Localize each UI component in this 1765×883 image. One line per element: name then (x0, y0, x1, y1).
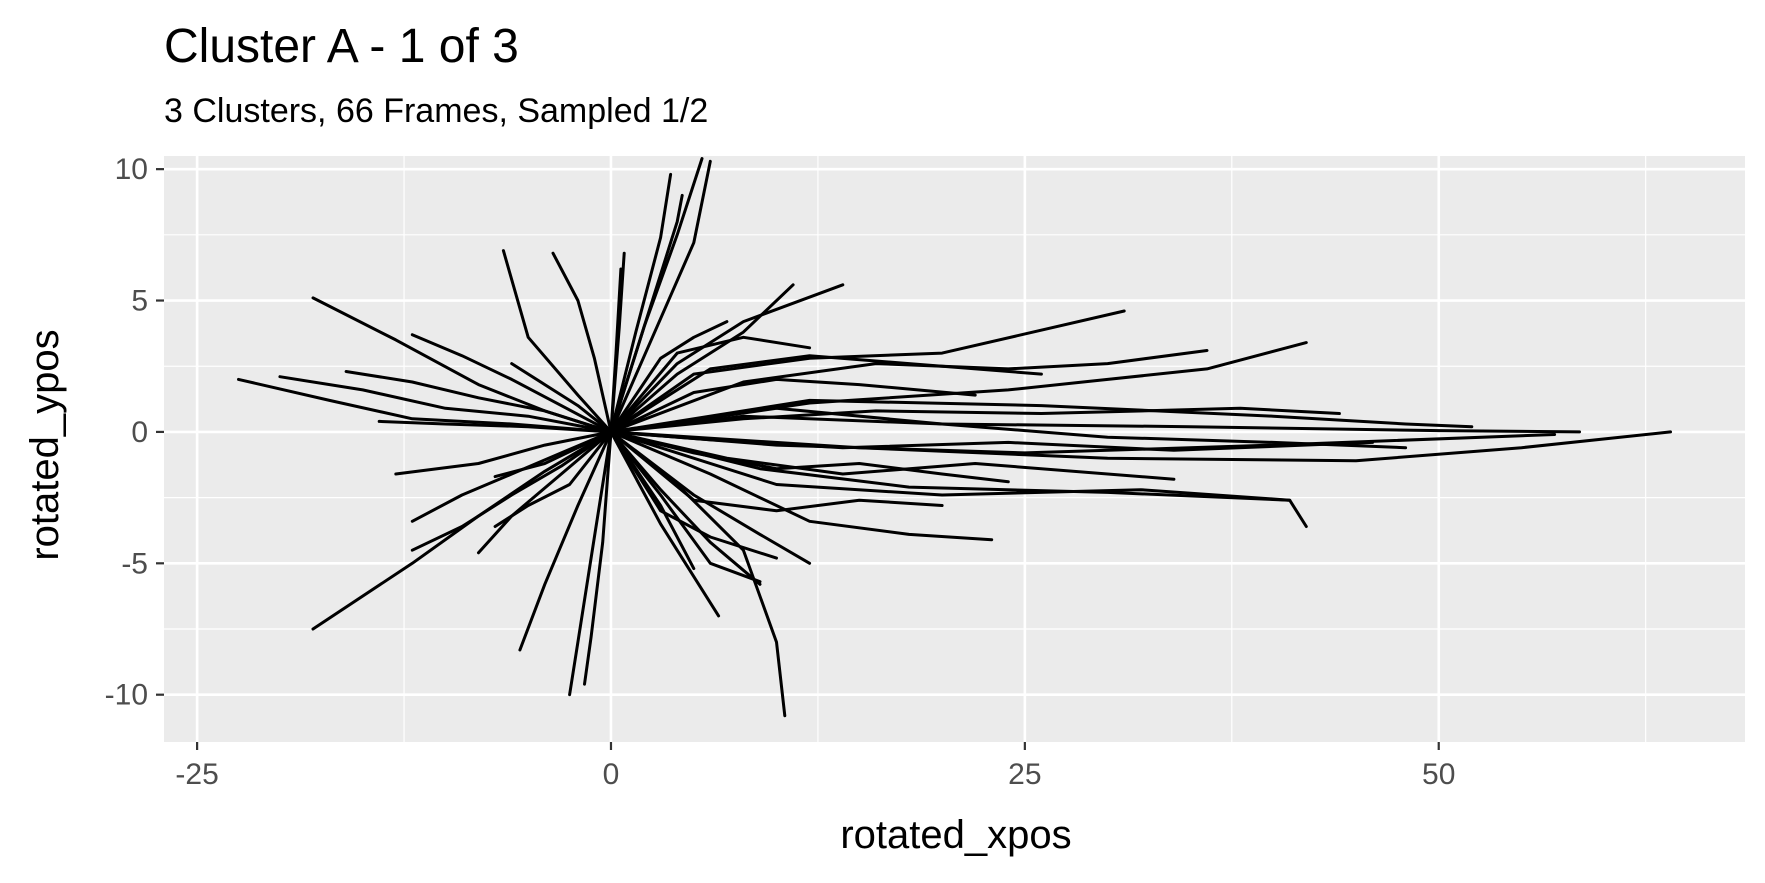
trajectory-line-28 (609, 430, 721, 618)
panel-background (164, 156, 1745, 742)
trajectory-line-44 (377, 419, 613, 434)
trajectory-line-51 (609, 283, 845, 434)
trajectory-line-48 (609, 430, 1010, 484)
x-tick-label: 50 (1422, 758, 1455, 791)
trajectory-line-24 (568, 430, 613, 697)
trajectory-line-52 (609, 335, 812, 434)
y-tick-label: -5 (121, 547, 148, 580)
trajectory-line-49 (609, 406, 1341, 434)
trajectory-line-20 (609, 159, 712, 434)
trajectory-line-36 (344, 370, 613, 434)
trajectory-line-37 (410, 333, 613, 434)
trajectory-line-4 (609, 430, 1308, 528)
trajectory-line-13 (609, 354, 1043, 434)
trajectory-line-54 (609, 430, 778, 560)
trajectory-line-31 (551, 251, 613, 434)
trajectory-line-40 (311, 430, 613, 631)
trajectory-line-45 (510, 362, 613, 434)
trajectory-line-8 (609, 430, 994, 542)
x-axis-label: rotated_xpos (840, 813, 1071, 857)
trajectory-line-25 (583, 430, 613, 686)
trajectory-lines (237, 157, 1672, 718)
trajectory-line-38 (410, 430, 613, 523)
trajectory-line-30 (609, 430, 762, 584)
chart-subtitle: 3 Clusters, 66 Frames, Sampled 1/2 (164, 92, 708, 130)
y-tick-label: -10 (105, 679, 148, 712)
x-tick-label: -25 (175, 758, 218, 791)
y-tick-label: 0 (131, 416, 148, 449)
trajectory-line-42 (493, 430, 613, 479)
trajectory-line-27 (609, 430, 787, 718)
trajectory-line-32 (501, 249, 613, 434)
trajectory-line-9 (609, 430, 1292, 502)
trajectory-line-12 (609, 430, 1176, 481)
chart-title: Cluster A - 1 of 3 (164, 20, 519, 73)
y-tick-label: 10 (115, 153, 148, 186)
trajectory-line-47 (609, 377, 977, 434)
trajectory-line-50 (609, 430, 1374, 452)
trajectory-line-53 (609, 320, 729, 434)
trajectory-line-17 (609, 430, 762, 586)
y-tick-label: 5 (131, 285, 148, 318)
trajectory-line-26 (518, 430, 613, 652)
trajectory-line-1 (609, 414, 1581, 434)
trajectory-line-11 (609, 406, 1408, 450)
x-tick-label: 0 (603, 758, 620, 791)
trajectory-line-23 (609, 267, 623, 434)
trajectory-line-19 (609, 172, 673, 434)
trajectory-line-41 (477, 430, 613, 555)
trajectory-line-5 (609, 309, 1126, 434)
x-tick-label: 25 (1008, 758, 1041, 791)
trajectory-line-43 (394, 430, 613, 476)
trajectory-line-35 (278, 375, 613, 434)
plot-panel (164, 156, 1745, 742)
trajectory-line-14 (609, 283, 795, 434)
y-axis-label: rotated_ypos (23, 329, 67, 560)
trajectory-line-46 (493, 430, 613, 528)
trajectory-line-21 (609, 193, 684, 434)
